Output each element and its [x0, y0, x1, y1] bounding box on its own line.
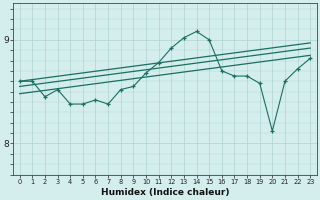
X-axis label: Humidex (Indice chaleur): Humidex (Indice chaleur)	[101, 188, 229, 197]
